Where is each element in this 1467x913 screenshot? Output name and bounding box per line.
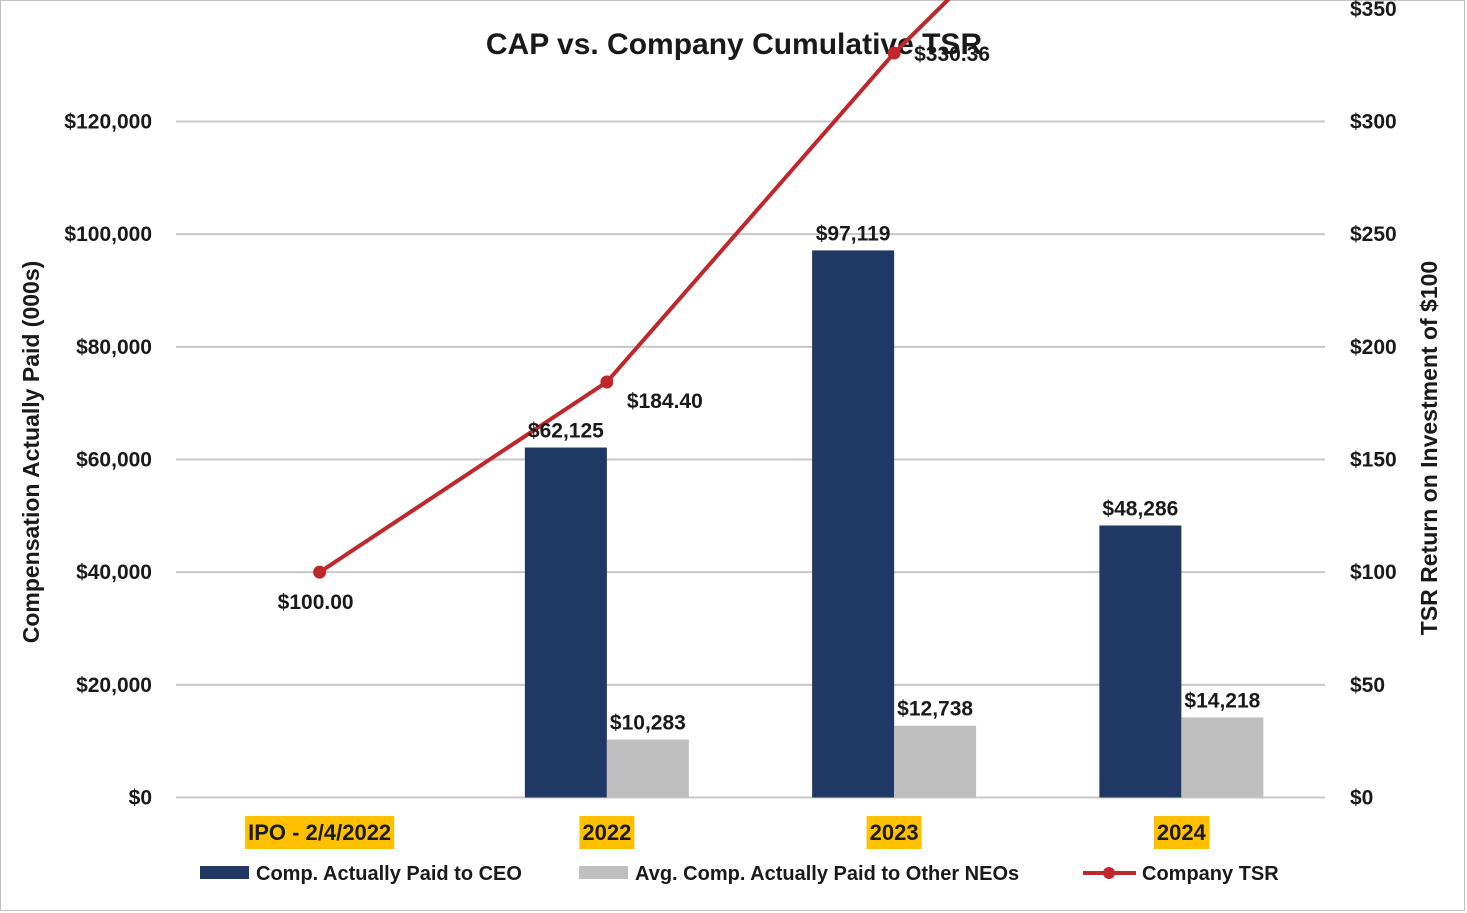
ceo-bar-2024	[1099, 525, 1182, 798]
ceo-bar-label: $48,286	[1102, 497, 1178, 520]
y2-tick-label: $200	[1350, 336, 1397, 359]
x-tick-highlight	[1153, 816, 1210, 849]
y-tick-label: $60,000	[76, 449, 152, 472]
y-tick-label: $0	[129, 787, 152, 810]
neo-bar-label: $14,218	[1184, 689, 1260, 712]
y-tick-label: $100,000	[64, 223, 152, 246]
legend: Comp. Actually Paid to CEO Avg. Comp. Act…	[200, 863, 1279, 885]
x-tick-label-ipo-2-4-2022: IPO - 2/4/2022	[248, 820, 391, 845]
x-axis: IPO - 2/4/2022 2022 2023 2024	[245, 816, 1210, 849]
tsr-point-label: $330.36	[914, 43, 990, 66]
legend-swatch-comp-actually-paid-to-ceo	[200, 866, 249, 879]
x-tick-highlight	[245, 816, 395, 849]
right-axis: $0$50$100$150$200$250$300$350$400$450	[1350, 0, 1397, 810]
y2-axis-title: TSR Return on Investment of $100	[1416, 261, 1442, 635]
ceo-bar-label: $62,125	[528, 420, 604, 443]
legend-marker-company-tsr	[1103, 867, 1115, 879]
y2-tick-label: $50	[1350, 674, 1385, 697]
y-tick-label: $80,000	[76, 336, 152, 359]
x-tick-highlight	[579, 816, 635, 849]
tsr-point-label: $184.40	[627, 390, 703, 413]
y-axis-title: Compensation Actually Paid (000s)	[18, 261, 44, 644]
tsr-line-path	[318, 0, 951, 574]
legend-label: Avg. Comp. Actually Paid to Other NEOs	[635, 863, 1019, 885]
ceo-bar-2022	[524, 447, 607, 798]
y-tick-label: $120,000	[64, 111, 152, 134]
legend-label: Company TSR	[1142, 863, 1279, 885]
y2-tick-label: $150	[1350, 449, 1397, 472]
neo-bar-label: $12,738	[897, 698, 973, 721]
tsr-point-label: $100.00	[278, 591, 354, 614]
chart-title: CAP vs. Company Cumulative TSR	[486, 28, 983, 61]
y2-tick-label: $300	[1350, 111, 1397, 134]
left-axis: $0 $20,000 $40,000 $60,000 $80,000 $100,000 $1…	[64, 111, 152, 810]
neo-bar-2023	[894, 725, 977, 798]
neo-bar-2024	[1181, 717, 1264, 798]
tsr-point-2022	[600, 375, 614, 389]
x-tick-highlight	[866, 816, 922, 849]
y-tick-label: $40,000	[76, 561, 152, 584]
tsr-line	[313, 0, 951, 579]
x-tick-label-2022: 2022	[582, 820, 631, 845]
tsr-point-ipo-2-4-2022	[313, 565, 327, 579]
ceo-bar-2023	[812, 250, 895, 798]
neo-bar-2022	[606, 739, 689, 798]
neo-bar-label: $10,283	[610, 712, 686, 735]
bars	[524, 250, 1264, 798]
y2-tick-label: $350	[1350, 0, 1397, 21]
data-labels: $62,125 $10,283 $97,119 $12,738 $48,286 $14,2…	[278, 43, 1261, 735]
y2-tick-label: $0	[1350, 787, 1373, 810]
legend-swatch-avg-comp-actually-paid-to-other-neos	[579, 866, 628, 879]
y-tick-label: $20,000	[76, 674, 152, 697]
tsr-point-2023	[887, 46, 901, 60]
x-tick-label-2024: 2024	[1157, 820, 1207, 845]
x-tick-label-2023: 2023	[870, 820, 919, 845]
y2-tick-label: $100	[1350, 561, 1397, 584]
y2-tick-label: $250	[1350, 223, 1397, 246]
ceo-bar-label: $97,119	[816, 222, 891, 245]
legend-label: Comp. Actually Paid to CEO	[256, 863, 522, 885]
